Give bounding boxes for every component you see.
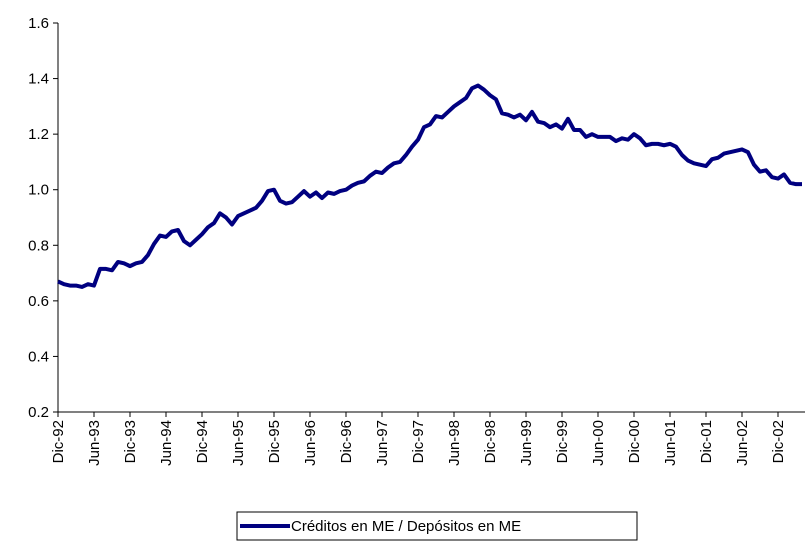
y-tick-label: 0.8 (28, 237, 49, 254)
x-tick-label: Dic-00 (626, 420, 643, 463)
x-tick-label: Dic-97 (410, 420, 427, 463)
x-tick-label: Dic-98 (482, 420, 499, 463)
x-tick-label: Jun-96 (302, 420, 319, 466)
x-tick-label: Dic-96 (338, 420, 355, 463)
y-tick-label: 1.6 (28, 15, 49, 32)
y-tick-label: 1.2 (28, 126, 49, 143)
x-tick-label: Jun-01 (662, 420, 679, 466)
x-tick-label: Jun-99 (518, 420, 535, 466)
data-line (57, 83, 802, 289)
x-tick-label: Dic-01 (698, 420, 715, 463)
x-tick-label: Jun-98 (446, 420, 463, 466)
x-tick-label: Dic-93 (122, 420, 139, 463)
y-tick-label: 1.4 (28, 71, 49, 88)
y-tick-label: 0.6 (28, 293, 49, 310)
legend-label: Créditos en ME / Depósitos en ME (291, 518, 521, 535)
x-tick-label: Dic-95 (266, 420, 283, 463)
x-tick-label: Jun-97 (374, 420, 391, 466)
x-tick-label: Jun-95 (230, 420, 247, 466)
x-tick-label: Jun-02 (734, 420, 751, 466)
x-tick-label: Dic-99 (554, 420, 571, 463)
x-tick-label: Jun-93 (86, 420, 103, 466)
x-tick-label: Dic-94 (194, 420, 211, 463)
x-tick-label: Dic-02 (770, 420, 787, 463)
x-tick-label: Jun-00 (590, 420, 607, 466)
legend-box (236, 511, 638, 541)
y-tick-label: 0.2 (28, 404, 49, 421)
x-tick-label: Jun-94 (158, 420, 175, 466)
x-tick-label: Dic-92 (50, 420, 67, 463)
y-tick-label: 1.0 (28, 182, 49, 199)
y-tick-label: 0.4 (28, 348, 49, 365)
